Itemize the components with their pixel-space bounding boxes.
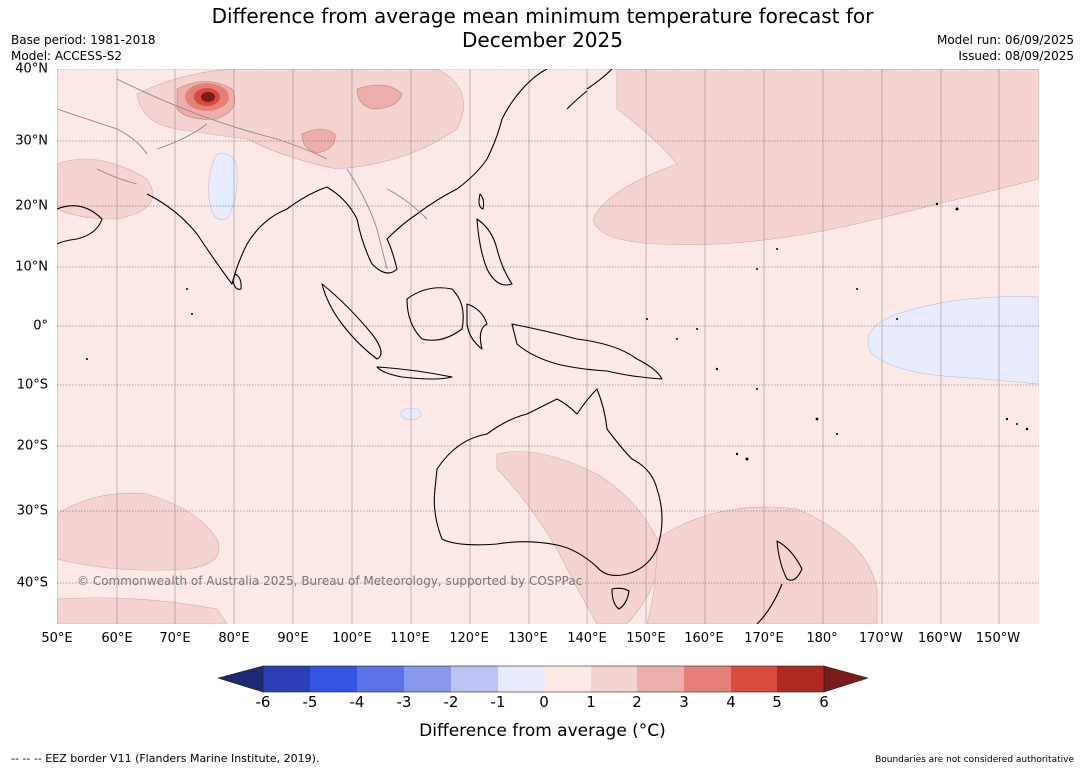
- lat-label: 40°S: [16, 575, 48, 591]
- new-zealand-coastline: [756, 540, 803, 624]
- map-title: Difference from average mean minimum tem…: [0, 4, 1085, 52]
- tasman-warm-region: [646, 506, 878, 624]
- lon-label: 90°E: [277, 631, 309, 646]
- longitude-gridlines: [57, 69, 1000, 624]
- lon-label: 100°E: [332, 631, 372, 646]
- title-line-1: Difference from average mean minimum tem…: [211, 4, 874, 28]
- base-info: Base period: 1981-2018 Model: ACCESS-S2: [11, 32, 156, 64]
- lon-label: 160°W: [917, 631, 963, 646]
- philippines-coastline: [476, 218, 513, 286]
- australia-coastline: [433, 388, 663, 576]
- java-coastline: [376, 366, 453, 380]
- new-guinea-coastline: [511, 323, 663, 380]
- colorbar-tick: -2: [443, 693, 459, 711]
- colorbar-segment: [404, 666, 451, 692]
- karakoram-hotspot-inner: [201, 92, 215, 102]
- lat-label: 0°: [33, 318, 48, 334]
- eez-border-note: -- -- -- EEZ border V11 (Flanders Marine…: [11, 752, 320, 765]
- colorbar-tick: -4: [349, 693, 365, 711]
- colorbar-tick: 1: [586, 693, 596, 711]
- lat-label: 10°N: [15, 259, 48, 275]
- colorbar-segment: [310, 666, 357, 692]
- colorbar-tick: 4: [726, 693, 736, 711]
- lon-label: 160°E: [684, 631, 724, 646]
- tasmania-coastline: [611, 587, 630, 610]
- lat-label: 40°N: [15, 61, 48, 77]
- lat-label: 10°S: [16, 377, 48, 393]
- sri-lanka-coastline: [232, 273, 242, 290]
- equatorial-pacific-cool-region: [867, 296, 1039, 385]
- lon-label: 50°E: [41, 631, 73, 646]
- colorbar-segment: [777, 666, 824, 692]
- colorbar-extend-low: [218, 665, 264, 693]
- lat-label: 20°S: [16, 438, 48, 454]
- southeast-asia-coastline: [326, 69, 548, 274]
- copyright-notice: © Commonwealth of Australia 2025, Bureau…: [77, 574, 583, 588]
- temperature-anomaly-map: [57, 69, 1039, 624]
- lat-label: 30°S: [16, 503, 48, 519]
- colorbar-tick: 3: [679, 693, 689, 711]
- india-coastline: [146, 186, 328, 285]
- lon-label: 120°E: [449, 631, 489, 646]
- lon-label: 170°W: [858, 631, 904, 646]
- sulawesi-coastline: [466, 303, 488, 350]
- lat-label: 20°N: [15, 198, 48, 214]
- lon-label: 140°E: [567, 631, 607, 646]
- colorbar-extend-high: [823, 665, 868, 693]
- colorbar-tick: -6: [255, 693, 271, 711]
- model-run-date: Model run: 06/09/2025: [936, 33, 1074, 47]
- lon-label: 70°E: [159, 631, 191, 646]
- australia-warm-region: [496, 451, 660, 624]
- colorbar-segment: [731, 666, 777, 692]
- colorbar-segment: [637, 666, 684, 692]
- issued-date: Issued: 08/09/2025: [958, 49, 1074, 63]
- base-period: Base period: 1981-2018: [11, 33, 156, 47]
- title-line-2: December 2025: [462, 28, 623, 52]
- lon-label: 180°: [806, 631, 838, 646]
- colorbar-tick: 0: [539, 693, 549, 711]
- indian-ocean-warm-region: [57, 492, 220, 571]
- colorbar-segment: [451, 666, 498, 692]
- colorbar-frame: [262, 665, 825, 693]
- lon-label: 80°E: [218, 631, 250, 646]
- plateau-hot-region-2: [356, 84, 403, 110]
- colorbar-segment: [263, 666, 310, 692]
- india-cool-region: [208, 153, 238, 221]
- borneo-coastline: [406, 287, 464, 341]
- colorbar-segment: [684, 666, 731, 692]
- colorbar-tick: -1: [490, 693, 506, 711]
- arabia-warm-region: [57, 158, 153, 220]
- arabia-coastline: [57, 205, 103, 245]
- model-name: Model: ACCESS-S2: [11, 49, 123, 63]
- colorbar-tick: 6: [819, 693, 829, 711]
- southern-indian-warm-region: [57, 597, 228, 624]
- boundaries-disclaimer: Boundaries are not considered authoritat…: [875, 755, 1074, 765]
- map-canvas: [57, 69, 1039, 624]
- country-borders: [57, 78, 428, 270]
- lon-label: 130°E: [508, 631, 548, 646]
- lon-label: 170°E: [744, 631, 784, 646]
- sumatra-coastline: [321, 283, 382, 360]
- colorbar-tick: -5: [302, 693, 318, 711]
- pacific-islands: [86, 202, 1029, 461]
- colorbar-tick: 2: [632, 693, 642, 711]
- lat-label: 30°N: [15, 133, 48, 149]
- colorbar-segment: [591, 666, 637, 692]
- run-info: Model run: 06/09/2025 Issued: 08/09/2025: [937, 32, 1074, 64]
- colorbar: [218, 665, 868, 693]
- colorbar-tick: 5: [772, 693, 782, 711]
- japan-coastline: [566, 69, 613, 110]
- lon-label: 110°E: [390, 631, 430, 646]
- colorbar-segment: [544, 666, 591, 692]
- taiwan-coastline: [478, 193, 485, 210]
- lon-label: 150°W: [975, 631, 1021, 646]
- colorbar-segment: [357, 666, 404, 692]
- colorbar-segment: [498, 666, 544, 692]
- lon-label: 60°E: [101, 631, 133, 646]
- coastlines: [57, 69, 803, 624]
- lon-label: 150°E: [626, 631, 666, 646]
- colorbar-tick: -3: [396, 693, 412, 711]
- colorbar-label: Difference from average (°C): [419, 721, 666, 741]
